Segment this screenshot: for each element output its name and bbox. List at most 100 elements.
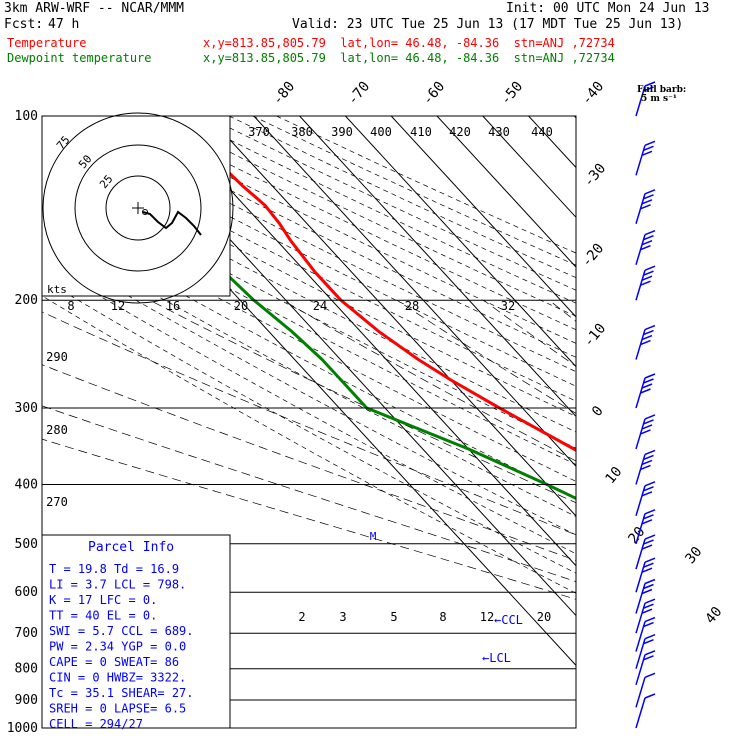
wind-barb — [635, 650, 656, 686]
model-title: 3km ARW-WRF -- NCAR/MMM — [4, 1, 185, 16]
dry-adiabat — [276, 116, 576, 254]
mixing-ratio-label: 20 — [537, 610, 551, 624]
moist-adiabat — [637, 300, 740, 728]
mixing-ratio-label: 12 — [480, 610, 494, 624]
pressure-label: 700 — [15, 626, 38, 641]
dry-adiabat — [42, 143, 576, 417]
temperature-profile — [161, 116, 576, 452]
dry-adiabat — [42, 229, 576, 517]
theta-label: 390 — [331, 125, 353, 139]
lcl-marker: ←LCL — [482, 651, 511, 665]
isotherm-line — [574, 116, 576, 119]
wind-barb — [635, 509, 656, 544]
hodograph-ring — [74, 144, 202, 272]
parcel-box — [41, 534, 231, 729]
isotherm-label: -30 — [581, 161, 610, 191]
wind-barb — [635, 672, 656, 708]
wind-barb — [635, 373, 656, 409]
hodograph-units: kts — [47, 283, 67, 296]
wind-barb — [635, 557, 656, 593]
valid-time: Valid: 23 UTC Tue 25 Jun 13 (17 MDT Tue … — [292, 17, 684, 32]
pressure-label: 100 — [15, 109, 38, 124]
wind-barb — [635, 189, 656, 224]
init-time: Init: 00 UTC Mon 24 Jun 13 — [506, 1, 710, 16]
wind-speed-label: 32 — [501, 299, 515, 313]
pressure-label: 500 — [15, 537, 38, 552]
wind-barb — [635, 324, 656, 360]
dry-adiabat — [62, 116, 576, 373]
forecast-hour: 47 h — [48, 17, 80, 32]
theta-label: 380 — [291, 125, 313, 139]
pressure-label: 900 — [15, 693, 38, 708]
parcel-row: TT = 40 EL = 0. — [49, 609, 157, 623]
hodograph-storm-motion — [142, 209, 148, 215]
m-marker: M — [370, 530, 377, 543]
pressure-label: 300 — [15, 401, 38, 416]
wind-barb — [635, 414, 656, 450]
hodograph-box — [41, 115, 231, 297]
pressure-label: 800 — [15, 662, 38, 677]
dewpoint-legend-label: Dewpoint temperature — [7, 51, 152, 65]
isotherm-label: 10 — [602, 464, 625, 487]
full-barb-units: 5 m s⁻¹ — [641, 94, 677, 104]
isotherm-label: -40 — [579, 79, 608, 109]
isotherm-line — [390, 116, 576, 318]
dry-adiabat — [228, 116, 576, 279]
isotherm-line — [620, 116, 740, 728]
hodograph-trace — [142, 210, 202, 236]
pressure-label: 200 — [15, 293, 38, 308]
moist-adiabat — [149, 299, 576, 504]
isotherm-label: 40 — [702, 604, 725, 627]
theta-label: 370 — [248, 125, 270, 139]
isotherm-line — [436, 116, 576, 268]
isotherm-label: -10 — [581, 321, 610, 351]
parcel-row: SREH = 0 LAPSE= 6.5 — [49, 702, 186, 716]
forecast-label: Fcst: — [4, 17, 44, 32]
wind-speed-label: 24 — [313, 299, 327, 313]
wind-barb — [635, 578, 656, 614]
mixing-ratio-label: 5 — [390, 610, 397, 624]
isotherm-label: -70 — [345, 79, 374, 109]
dry-adiabat — [42, 278, 576, 574]
parcel-row: LI = 3.7 LCL = 798. — [49, 578, 186, 592]
isotherm-line — [345, 116, 576, 368]
wind-barb — [635, 449, 656, 485]
parcel-row: CELL = 294/27 — [49, 717, 143, 731]
wind-barb — [635, 81, 656, 117]
isotherm-label: 0 — [589, 403, 607, 420]
wind-barb — [635, 230, 656, 265]
hodograph-ring — [105, 175, 171, 241]
mixing-ratio-label: 8 — [439, 610, 446, 624]
isotherm-label: -60 — [420, 79, 449, 109]
parcel-row: K = 17 LFC = 0. — [49, 593, 157, 607]
theta-label: 430 — [488, 125, 510, 139]
wind-speed-label: 8 — [67, 299, 74, 313]
parcel-row: CIN = 0 HWBZ= 3322. — [49, 671, 186, 685]
temperature-legend-info: x,y=813.85,805.79 lat,lon= 46.48, -84.36… — [203, 36, 615, 50]
wind-barb — [635, 598, 656, 634]
theta-side-label: 270 — [46, 495, 68, 509]
parcel-title: Parcel Info — [88, 540, 174, 555]
dewpoint-legend-info: x,y=813.85,805.79 lat,lon= 46.48, -84.36… — [203, 51, 615, 65]
wind-barb — [635, 481, 656, 516]
isotherm-line — [161, 116, 576, 567]
isotherm-label: -20 — [579, 241, 608, 271]
moist-adiabat — [282, 299, 576, 462]
dry-adiabat — [252, 116, 576, 266]
parcel-row: PW = 2.34 YGP = 0.0 — [49, 640, 186, 654]
isotherm-line — [299, 116, 576, 418]
wind-barb — [635, 633, 656, 669]
temperature-legend-label: Temperature — [7, 36, 87, 50]
wind-barb — [635, 693, 656, 729]
dry-adiabat — [42, 185, 576, 465]
ccl-marker: ←CCL — [494, 613, 523, 627]
wind-barb — [635, 140, 656, 176]
parcel-row: Tc = 35.1 SHEAR= 27. — [49, 686, 194, 700]
parcel-row: SWI = 5.7 CCL = 689. — [49, 624, 194, 638]
dry-adiabat — [205, 116, 576, 291]
isotherm-line — [528, 116, 576, 169]
isotherm-label: -50 — [498, 79, 527, 109]
parcel-row: T = 19.8 Td = 16.9 — [49, 562, 179, 576]
full-barb-label: Full barb: — [637, 85, 687, 95]
